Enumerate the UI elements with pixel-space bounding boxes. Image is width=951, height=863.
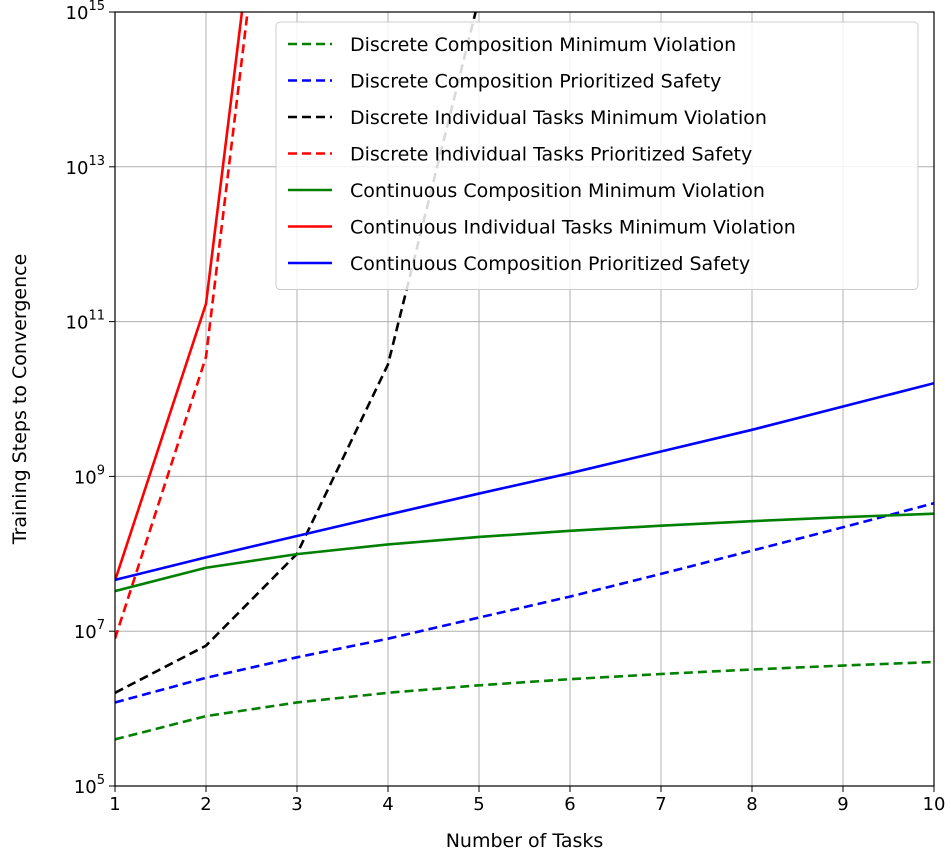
x-tick-label: 8 — [746, 794, 757, 815]
y-tick-label: 107 — [74, 618, 105, 643]
y-tick-label: 1011 — [66, 309, 105, 334]
y-axis-label: Training Steps to Convergence — [9, 254, 31, 546]
x-tick-label: 5 — [473, 794, 484, 815]
x-tick-label: 7 — [655, 794, 666, 815]
series-line-continuous-individual-tasks-minimum-violation — [115, 12, 244, 582]
x-tick-label: 1 — [109, 794, 120, 815]
y-tick-label: 105 — [74, 773, 105, 798]
x-tick-label: 10 — [923, 794, 946, 815]
legend-label: Discrete Individual Tasks Minimum Violat… — [350, 107, 767, 129]
legend: Discrete Composition Minimum Violation Di… — [275, 21, 919, 290]
y-tick-label: 1015 — [66, 0, 105, 24]
legend-label: Discrete Individual Tasks Prioritized Sa… — [350, 144, 752, 166]
y-tick-label: 109 — [74, 463, 105, 488]
legend-label: Continuous Composition Prioritized Safet… — [350, 253, 750, 275]
series-line-continuous-composition-minimum-violation — [115, 512, 934, 593]
series-line-continuous-composition-prioritized-safety — [115, 381, 934, 582]
x-tick-label: 9 — [837, 794, 848, 815]
x-axis-label: Number of Tasks — [446, 830, 604, 852]
x-tick-label: 6 — [564, 794, 575, 815]
axis-ticks: 1 2 3 4 5 6 7 8 9 10 105 107 109 1011 1013 1015 — [66, 0, 946, 815]
series-line-discrete-composition-minimum-violation — [115, 660, 934, 741]
plot-frame — [114, 11, 935, 787]
legend-label: Continuous Individual Tasks Minimum Viol… — [350, 217, 796, 239]
legend-label: Discrete Composition Minimum Violation — [350, 34, 736, 56]
legend-box — [275, 21, 919, 290]
legend-label: Discrete Composition Prioritized Safety — [350, 71, 721, 93]
series-line-discrete-composition-prioritized-safety — [115, 501, 934, 704]
x-tick-label: 4 — [382, 794, 393, 815]
series-line-discrete-individual-tasks-prioritized-safety — [115, 12, 249, 640]
x-tick-label: 2 — [200, 794, 211, 815]
x-tick-label: 3 — [291, 794, 302, 815]
legend-label: Continuous Composition Minimum Violation — [350, 180, 765, 202]
y-tick-label: 1013 — [66, 154, 105, 179]
